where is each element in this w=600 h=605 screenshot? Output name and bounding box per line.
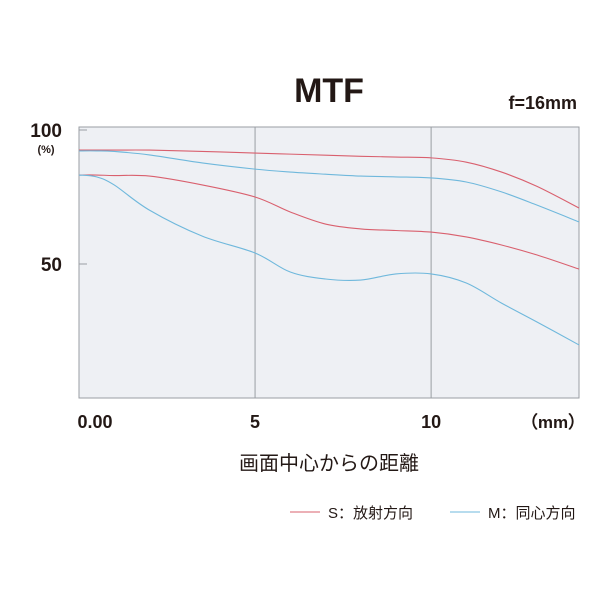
plot-area [78, 126, 580, 399]
y-unit: (%) [37, 144, 54, 156]
mtf-line [78, 174, 580, 346]
x-unit: （mm） [521, 412, 585, 432]
mtf-line [78, 150, 580, 223]
legend-label: S：放射方向 [328, 505, 413, 522]
x-tick-label: 5 [250, 412, 260, 432]
chart-title: MTF [294, 72, 364, 110]
y-tick-label: 50 [41, 255, 62, 276]
subtitle: f=16mm [508, 93, 577, 113]
x-axis-label: 画面中心からの距離 [239, 452, 419, 475]
x-tick-label: 0.00 [77, 412, 112, 432]
legend-label: M：同心方向 [488, 505, 576, 522]
mtf-line [79, 149, 580, 209]
mtf-line [78, 174, 580, 270]
x-tick-label: 10 [421, 412, 441, 432]
y-tick-label: 100 [30, 121, 62, 142]
